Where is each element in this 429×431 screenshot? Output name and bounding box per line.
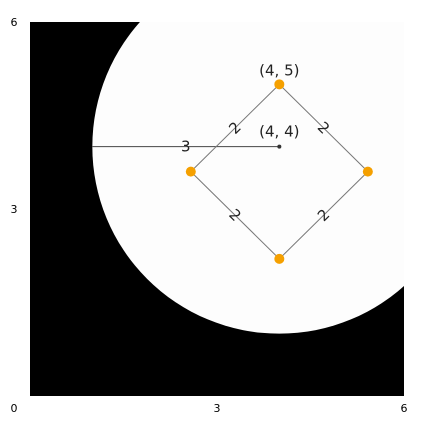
vertex-label-0: (4, 5) <box>259 61 299 79</box>
center-point <box>277 144 282 149</box>
center-label: (4, 4) <box>259 123 299 141</box>
vertex-3 <box>185 166 196 177</box>
x-tick-label-0: 0 <box>11 402 18 415</box>
vertex-2 <box>274 253 285 264</box>
vertex-1 <box>362 166 373 177</box>
edge-1 <box>278 171 369 260</box>
x-tick-label-2: 6 <box>401 402 408 415</box>
y-tick-label-1: 6 <box>11 16 18 29</box>
white-disk <box>92 22 404 334</box>
vertex-0 <box>274 79 285 90</box>
y-tick-label-0: 3 <box>11 203 18 216</box>
x-tick-label-1: 3 <box>214 402 221 415</box>
radius-label: 3 <box>181 138 191 156</box>
edge-2 <box>190 171 280 260</box>
edge-3 <box>190 83 280 172</box>
edge-0 <box>278 83 369 172</box>
